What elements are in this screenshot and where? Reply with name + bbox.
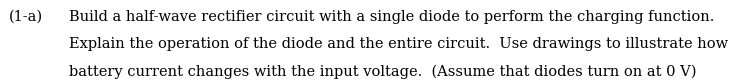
Text: (1-a): (1-a): [9, 10, 43, 24]
Text: Explain the operation of the diode and the entire circuit.  Use drawings to illu: Explain the operation of the diode and t…: [69, 37, 728, 51]
Text: battery current changes with the input voltage.  (Assume that diodes turn on at : battery current changes with the input v…: [69, 65, 697, 79]
Text: Build a half-wave rectifier circuit with a single diode to perform the charging : Build a half-wave rectifier circuit with…: [69, 10, 714, 24]
